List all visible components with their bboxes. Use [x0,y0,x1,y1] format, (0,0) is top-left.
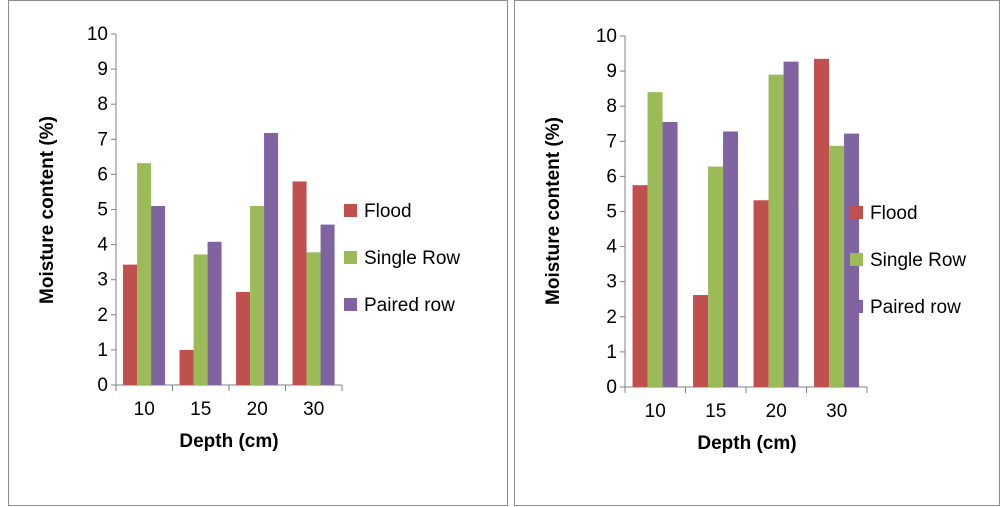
chart2-legend-swatch [850,300,863,313]
chart1-y-tick-label: 6 [97,164,108,185]
chart1-bar-paired-row-30 [320,224,335,385]
chart2-bar-flood-15 [693,295,709,387]
chart1-x-axis-title: Depth (cm) [179,431,278,452]
chart1-legend-swatch [344,251,357,264]
chart1-y-axis-title: Moisture content (%) [37,116,58,304]
chart1-x-tick-label: 30 [303,399,324,420]
chart1-legend-label: Paired row [364,295,455,316]
chart1-y-tick-label: 10 [87,24,108,45]
chart2-y-tick-label: 1 [606,342,617,363]
chart1-bar-single-row-20 [250,205,265,385]
chart1-x-tick-label: 10 [134,399,155,420]
chart2-legend-label: Flood [870,203,918,224]
chart1-y-tick-label: 8 [97,94,108,115]
chart1-bar-single-row-30 [306,252,321,385]
chart1-bar-flood-15 [179,349,194,385]
chart1-bar-single-row-10 [137,163,152,385]
chart2-y-tick-label: 10 [596,26,617,47]
chart1-y-tick-label: 3 [97,270,108,291]
chart2-y-tick-label: 5 [606,202,617,223]
chart2-bar-single-row-15 [708,166,724,387]
chart1-legend-swatch [344,298,357,311]
chart1-legend-label: Flood [364,201,412,222]
chart2-legend-label: Paired row [870,297,961,318]
chart2-y-tick-label: 2 [606,307,617,328]
chart1-y-tick-label: 0 [97,375,108,396]
chart2-bar-flood-10 [632,185,648,387]
chart2-y-tick-label: 6 [606,166,617,187]
chart2-x-tick-label: 20 [766,401,787,422]
chart2-bar-single-row-10 [647,92,663,387]
chart2-x-tick-label: 30 [826,401,847,422]
chart2-x-tick-label: 10 [645,401,666,422]
chart2-y-tick-label: 4 [606,237,617,258]
chart-panel-left: 0 1 2 3 4 5 6 7 8 9 10 10 15 20 30 Depth (cm) Moisture c… [8,0,508,506]
chart2-x-tick-label: 15 [705,401,726,422]
chart-right-svg: 0 1 2 3 4 5 6 7 8 9 10 10 15 20 30 Depth (cm) Moisture c… [543,26,966,454]
chart2-x-axis-title: Depth (cm) [697,433,796,454]
chart1-y-tick-label: 2 [97,305,108,326]
chart1-x-tick-label: 20 [247,399,268,420]
chart2-bar-paired-row-20 [783,61,799,388]
chart2-bar-single-row-30 [829,145,845,387]
chart2-legend-label: Single Row [870,250,966,271]
chart1-bar-flood-20 [236,291,251,385]
chart1-bar-paired-row-20 [264,132,279,385]
chart1-y-tick-label: 9 [97,59,108,80]
chart1-x-tick-label: 15 [190,399,211,420]
chart1-bar-flood-10 [123,264,138,385]
chart1-bar-single-row-15 [193,254,208,385]
chart2-bar-paired-row-10 [662,121,678,388]
chart2-bar-flood-30 [814,58,830,387]
chart1-legend-swatch [344,204,357,217]
chart2-bar-flood-20 [753,200,769,387]
chart2-y-tick-label: 0 [606,377,617,398]
chart2-y-tick-label: 9 [606,61,617,82]
chart-panel-right: 0 1 2 3 4 5 6 7 8 9 10 10 15 20 30 Depth (cm) Moisture c… [514,0,1000,506]
chart1-legend-label: Single Row [364,248,460,269]
chart2-y-tick-label: 3 [606,272,617,293]
chart1-y-tick-label: 4 [97,235,108,256]
chart1-bar-paired-row-15 [207,241,222,385]
chart1-y-tick-label: 1 [97,340,108,361]
chart2-legend-swatch [850,253,863,266]
chart2-y-axis-title: Moisture content (%) [543,117,564,305]
chart2-bar-single-row-20 [768,74,784,388]
chart2-y-tick-label: 8 [606,96,617,117]
chart2-bar-paired-row-15 [723,131,739,387]
chart-left-svg: 0 1 2 3 4 5 6 7 8 9 10 10 15 20 30 Depth (cm) Moisture c… [37,24,460,452]
chart2-y-tick-label: 7 [606,131,617,152]
chart1-bar-paired-row-10 [151,205,166,385]
chart1-bar-flood-30 [292,181,307,385]
chart1-y-tick-label: 5 [97,200,108,221]
chart2-legend-swatch [850,206,863,219]
chart1-y-tick-label: 7 [97,129,108,150]
